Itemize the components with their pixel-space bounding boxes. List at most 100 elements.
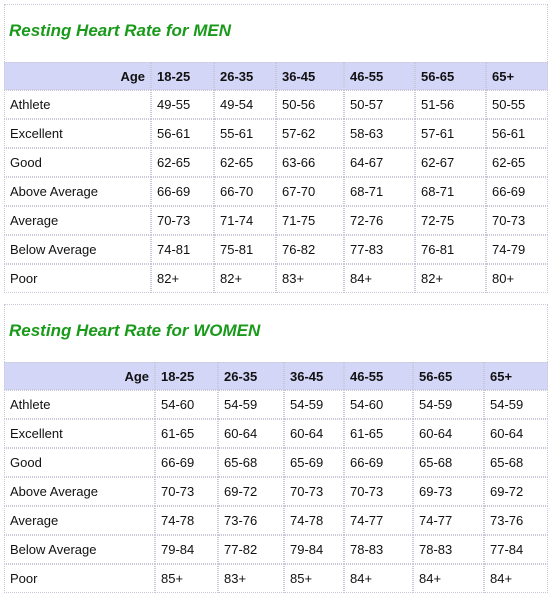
men-table-cell: 77-83 — [344, 235, 415, 264]
women-table-row: Above Average 70-73 69-72 70-73 70-73 69-73 69… — [4, 477, 548, 506]
women-section-title: Resting Heart Rate for WOMEN — [9, 321, 261, 340]
women-header-age: Age — [4, 362, 155, 390]
men-table-cell: 62-65 — [486, 148, 548, 177]
women-table-cell: 84+ — [413, 564, 484, 593]
men-table-cell: 76-82 — [276, 235, 344, 264]
men-table-cell: 71-75 — [276, 206, 344, 235]
women-row-label: Below Average — [4, 535, 155, 564]
women-table-cell: 54-59 — [413, 390, 484, 419]
men-table-cell: 50-56 — [276, 90, 344, 119]
men-table-row: Average 70-73 71-74 71-75 72-76 72-75 70-73 — [4, 206, 548, 235]
women-table-cell: 78-83 — [344, 535, 413, 564]
men-table-cell: 56-61 — [486, 119, 548, 148]
men-table-cell: 68-71 — [344, 177, 415, 206]
men-row-label: Good — [4, 148, 151, 177]
women-header-col: 65+ — [484, 362, 548, 390]
men-table-cell: 57-62 — [276, 119, 344, 148]
men-header-age: Age — [4, 62, 151, 90]
women-table-cell: 85+ — [284, 564, 344, 593]
women-table-cell: 74-77 — [344, 506, 413, 535]
men-table-cell: 67-70 — [276, 177, 344, 206]
women-header-col: 56-65 — [413, 362, 484, 390]
men-heart-rate-table: Age 18-25 26-35 36-45 46-55 56-65 65+ At… — [4, 62, 548, 293]
women-table-cell: 79-84 — [284, 535, 344, 564]
men-row-label: Excellent — [4, 119, 151, 148]
men-table-row: Above Average 66-69 66-70 67-70 68-71 68-71 66… — [4, 177, 548, 206]
women-table-row: Average 74-78 73-76 74-78 74-77 74-77 73-76 — [4, 506, 548, 535]
women-table-cell: 54-60 — [155, 390, 218, 419]
women-header-col: 18-25 — [155, 362, 218, 390]
women-header-col: 36-45 — [284, 362, 344, 390]
men-table-cell: 50-57 — [344, 90, 415, 119]
women-table-cell: 77-84 — [484, 535, 548, 564]
women-row-label: Above Average — [4, 477, 155, 506]
men-table-cell: 70-73 — [486, 206, 548, 235]
women-table-cell: 84+ — [484, 564, 548, 593]
men-table-cell: 62-65 — [151, 148, 214, 177]
men-row-label: Athlete — [4, 90, 151, 119]
men-title-box — [4, 4, 548, 62]
men-table-cell: 51-56 — [415, 90, 486, 119]
women-table-cell: 61-65 — [155, 419, 218, 448]
men-table-row: Good 62-65 62-65 63-66 64-67 62-67 62-65 — [4, 148, 548, 177]
men-table-cell: 63-66 — [276, 148, 344, 177]
women-table-row: Athlete 54-60 54-59 54-59 54-60 54-59 54-59 — [4, 390, 548, 419]
women-table-cell: 74-77 — [413, 506, 484, 535]
men-header-col: 65+ — [486, 62, 548, 90]
men-table-cell: 82+ — [415, 264, 486, 293]
men-table-cell: 72-76 — [344, 206, 415, 235]
women-table-cell: 54-59 — [218, 390, 284, 419]
women-table-cell: 69-73 — [413, 477, 484, 506]
women-table-cell: 69-72 — [218, 477, 284, 506]
men-header-col: 46-55 — [344, 62, 415, 90]
men-table-row: Excellent 56-61 55-61 57-62 58-63 57-61 56-61 — [4, 119, 548, 148]
women-table-row: Poor 85+ 83+ 85+ 84+ 84+ 84+ — [4, 564, 548, 593]
women-table-row: Good 66-69 65-68 65-69 66-69 65-68 65-68 — [4, 448, 548, 477]
men-table-cell: 56-61 — [151, 119, 214, 148]
women-table-cell: 74-78 — [284, 506, 344, 535]
men-table-cell: 84+ — [344, 264, 415, 293]
women-row-label: Excellent — [4, 419, 155, 448]
men-table-cell: 80+ — [486, 264, 548, 293]
women-table-cell: 70-73 — [284, 477, 344, 506]
men-table-cell: 68-71 — [415, 177, 486, 206]
men-header-col: 26-35 — [214, 62, 276, 90]
men-table-row: Athlete 49-55 49-54 50-56 50-57 51-56 50-55 — [4, 90, 548, 119]
men-table-cell: 64-67 — [344, 148, 415, 177]
men-header-col: 18-25 — [151, 62, 214, 90]
men-table-cell: 75-81 — [214, 235, 276, 264]
women-header-col: 46-55 — [344, 362, 413, 390]
women-table-cell: 74-78 — [155, 506, 218, 535]
women-table-cell: 70-73 — [344, 477, 413, 506]
men-table-cell: 72-75 — [415, 206, 486, 235]
women-table-cell: 84+ — [344, 564, 413, 593]
men-table-cell: 49-55 — [151, 90, 214, 119]
women-table-cell: 73-76 — [484, 506, 548, 535]
men-section-title: Resting Heart Rate for MEN — [9, 21, 231, 40]
men-table-row: Below Average 74-81 75-81 76-82 77-83 76-81 74… — [4, 235, 548, 264]
women-table-cell: 65-68 — [218, 448, 284, 477]
women-table-cell: 60-64 — [218, 419, 284, 448]
men-table-cell: 74-79 — [486, 235, 548, 264]
women-table-cell: 79-84 — [155, 535, 218, 564]
men-row-label: Poor — [4, 264, 151, 293]
women-table-cell: 61-65 — [344, 419, 413, 448]
men-table-cell: 71-74 — [214, 206, 276, 235]
women-table-cell: 70-73 — [155, 477, 218, 506]
women-row-label: Athlete — [4, 390, 155, 419]
women-table-cell: 65-69 — [284, 448, 344, 477]
women-table-cell: 54-60 — [344, 390, 413, 419]
women-header-col: 26-35 — [218, 362, 284, 390]
men-table-cell: 57-61 — [415, 119, 486, 148]
women-table-cell: 60-64 — [484, 419, 548, 448]
women-table-cell: 65-68 — [484, 448, 548, 477]
men-table-cell: 83+ — [276, 264, 344, 293]
men-table-cell: 82+ — [151, 264, 214, 293]
women-row-label: Poor — [4, 564, 155, 593]
women-table-cell: 73-76 — [218, 506, 284, 535]
men-row-label: Above Average — [4, 177, 151, 206]
men-table-cell: 70-73 — [151, 206, 214, 235]
men-table-cell: 58-63 — [344, 119, 415, 148]
women-table-cell: 77-82 — [218, 535, 284, 564]
women-table-cell: 65-68 — [413, 448, 484, 477]
